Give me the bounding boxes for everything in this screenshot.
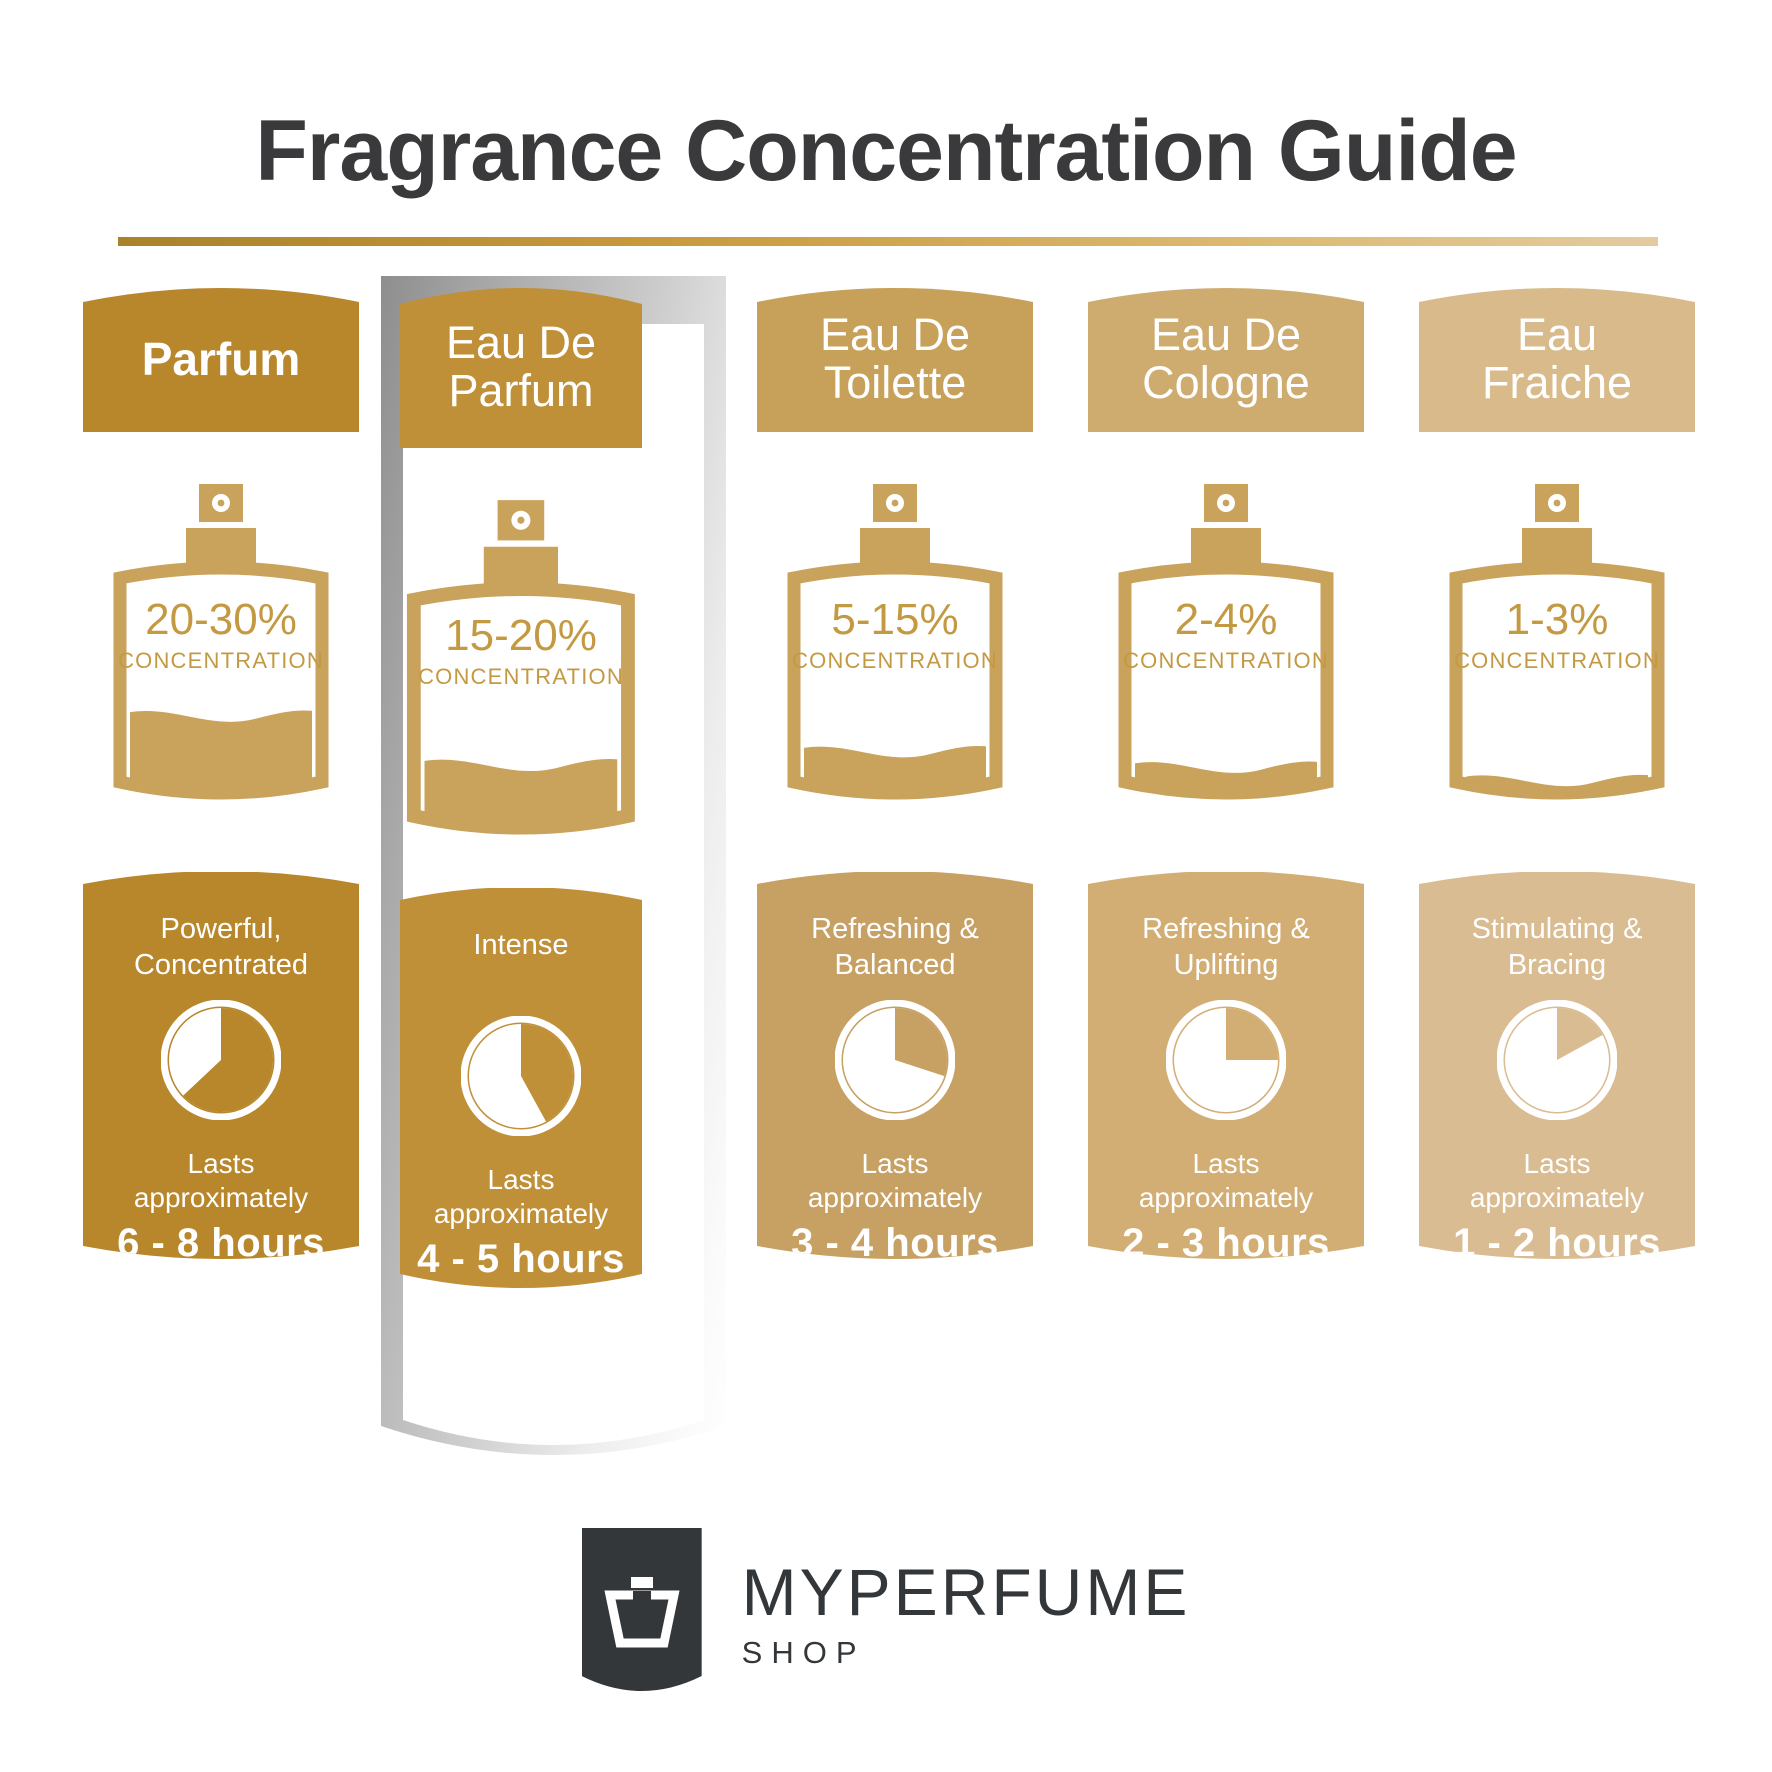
- perfume-bottle-graphic: 1-3% CONCENTRATION: [1419, 482, 1695, 832]
- brand-name: MYPERFUME: [741, 1554, 1191, 1629]
- fragrance-detail-card: Refreshing & Uplifting Lasts approximately 2…: [1088, 872, 1364, 1272]
- perfume-bottle-graphic: 20-30% CONCENTRATION: [83, 482, 359, 832]
- page-title: Fragrance Concentration Guide: [255, 103, 1517, 199]
- longevity-pie-chart: [1497, 1000, 1617, 1125]
- duration-value: 4 - 5 hours: [417, 1237, 625, 1282]
- fragrance-name-label: Eau Fraiche: [1481, 309, 1633, 408]
- brand-logo-text: MYPERFUME SHOP: [742, 1559, 1191, 1668]
- duration-value: 3 - 4 hours: [791, 1221, 999, 1266]
- scent-character-label: Refreshing & Balanced: [811, 913, 979, 981]
- perfume-bottle-icon: [582, 1528, 702, 1698]
- fragrance-column-eau-de-parfum: Eau De Parfum 15-20% CONCENTRATION Intense La…: [383, 286, 659, 1302]
- perfume-bottle-graphic: 5-15% CONCENTRATION: [757, 482, 1033, 832]
- longevity-pie-chart: [835, 1000, 955, 1125]
- fragrance-name-label: Eau De Parfum: [445, 317, 597, 416]
- scent-character-label: Stimulating & Bracing: [1471, 913, 1643, 981]
- lasts-label: Lasts approximately: [133, 1148, 309, 1214]
- lasts-label: Lasts approximately: [1469, 1148, 1645, 1214]
- fragrance-name-banner: Eau Fraiche: [1419, 286, 1695, 432]
- fragrance-column-eau-de-cologne: Eau De Cologne 2-4% CONCENTRATION Refreshing…: [1088, 286, 1364, 1272]
- lasts-label: Lasts approximately: [1138, 1148, 1314, 1214]
- comparison-grid: Parfum 20-30% CONCENTRATION Powerful, Concen…: [0, 286, 1772, 1486]
- fragrance-name-label: Eau De Cologne: [1142, 309, 1310, 408]
- lasts-label: Lasts approximately: [807, 1148, 983, 1214]
- fragrance-name-label: Parfum: [141, 332, 301, 385]
- longevity-pie-chart: [1166, 1000, 1286, 1125]
- fragrance-name-banner: Eau De Cologne: [1088, 286, 1364, 432]
- fragrance-name-label: Eau De Toilette: [819, 309, 971, 408]
- scent-character-label: Refreshing & Uplifting: [1142, 913, 1310, 981]
- perfume-bottle-graphic: 2-4% CONCENTRATION: [1088, 482, 1364, 832]
- lasts-label: Lasts approximately: [433, 1164, 609, 1230]
- duration-value: 2 - 3 hours: [1122, 1221, 1330, 1266]
- fragrance-column-eau-de-toilette: Eau De Toilette 5-15% CONCENTRATION Refreshi…: [757, 286, 1033, 1272]
- fragrance-column-parfum: Parfum 20-30% CONCENTRATION Powerful, Concen…: [83, 286, 359, 1272]
- brand-logo: MYPERFUME SHOP: [0, 1528, 1772, 1698]
- duration-value: 1 - 2 hours: [1453, 1221, 1661, 1266]
- fragrance-name-banner: Eau De Toilette: [757, 286, 1033, 432]
- duration-value: 6 - 8 hours: [117, 1221, 325, 1266]
- fragrance-detail-card: Powerful, Concentrated Lasts approximately 6…: [83, 872, 359, 1272]
- fragrance-name-banner: Parfum: [83, 286, 359, 432]
- fragrance-detail-card: Refreshing & Balanced Lasts approximately 3 …: [757, 872, 1033, 1272]
- page-title-wrap: Fragrance Concentration Guide: [0, 108, 1772, 194]
- perfume-bottle-graphic: 15-20% CONCENTRATION: [383, 498, 659, 848]
- fragrance-detail-card: Intense Lasts approximately 4 - 5 hours: [400, 888, 642, 1302]
- longevity-pie-chart: [161, 1000, 281, 1125]
- fragrance-column-eau-fraiche: Eau Fraiche 1-3% CONCENTRATION Stimulating &…: [1419, 286, 1695, 1272]
- scent-character-label: Intense: [473, 929, 569, 961]
- brand-subtitle: SHOP: [741, 1634, 866, 1670]
- fragrance-detail-card: Stimulating & Bracing Lasts approximately 1 …: [1419, 872, 1695, 1272]
- scent-character-label: Powerful, Concentrated: [133, 913, 309, 981]
- fragrance-name-banner: Eau De Parfum: [400, 286, 642, 448]
- longevity-pie-chart: [461, 1016, 581, 1141]
- title-divider: [118, 237, 1658, 246]
